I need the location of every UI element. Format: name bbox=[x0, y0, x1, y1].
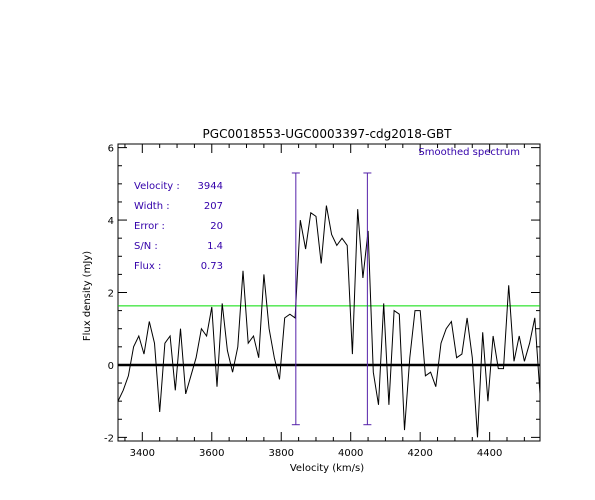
stat-value: 3944 bbox=[198, 181, 223, 192]
stat-label: S/N : bbox=[134, 241, 158, 252]
x-axis-label: Velocity (km/s) bbox=[290, 463, 364, 474]
stat-label: Width : bbox=[134, 201, 170, 212]
x-tick-label: 4200 bbox=[407, 448, 432, 459]
stat-value: 0.73 bbox=[201, 261, 223, 272]
stat-value: 1.4 bbox=[207, 241, 223, 252]
x-tick-label: 3400 bbox=[130, 448, 155, 459]
chart-title: PGC0018553-UGC0003397-cdg2018-GBT bbox=[203, 127, 453, 141]
stat-label: Velocity : bbox=[134, 181, 180, 192]
stat-value: 20 bbox=[210, 221, 223, 232]
stat-value: 207 bbox=[204, 201, 223, 212]
y-tick-label: -2 bbox=[104, 433, 114, 444]
y-tick-label: 0 bbox=[108, 361, 114, 372]
y-tick-label: 6 bbox=[108, 144, 114, 155]
x-tick-label: 4400 bbox=[477, 448, 502, 459]
y-axis-label: Flux density (mJy) bbox=[82, 251, 93, 341]
y-tick-label: 2 bbox=[108, 289, 114, 300]
plot-area: 3400 3600 3800 4000 4200 4400 -2 0 2 4 6 bbox=[104, 143, 541, 459]
spectrum-line bbox=[117, 205, 541, 438]
y-tick-label: 4 bbox=[108, 216, 114, 227]
x-tick-label: 3600 bbox=[199, 448, 224, 459]
x-tick-label: 3800 bbox=[269, 448, 294, 459]
stat-label: Flux : bbox=[134, 261, 161, 272]
stat-label: Error : bbox=[134, 221, 165, 232]
legend-label: Smoothed spectrum bbox=[418, 147, 520, 158]
x-tick-label: 4000 bbox=[338, 448, 363, 459]
stats-panel: Velocity : 3944 Width : 207 Error : 20 S/N : 1.… bbox=[134, 181, 223, 272]
